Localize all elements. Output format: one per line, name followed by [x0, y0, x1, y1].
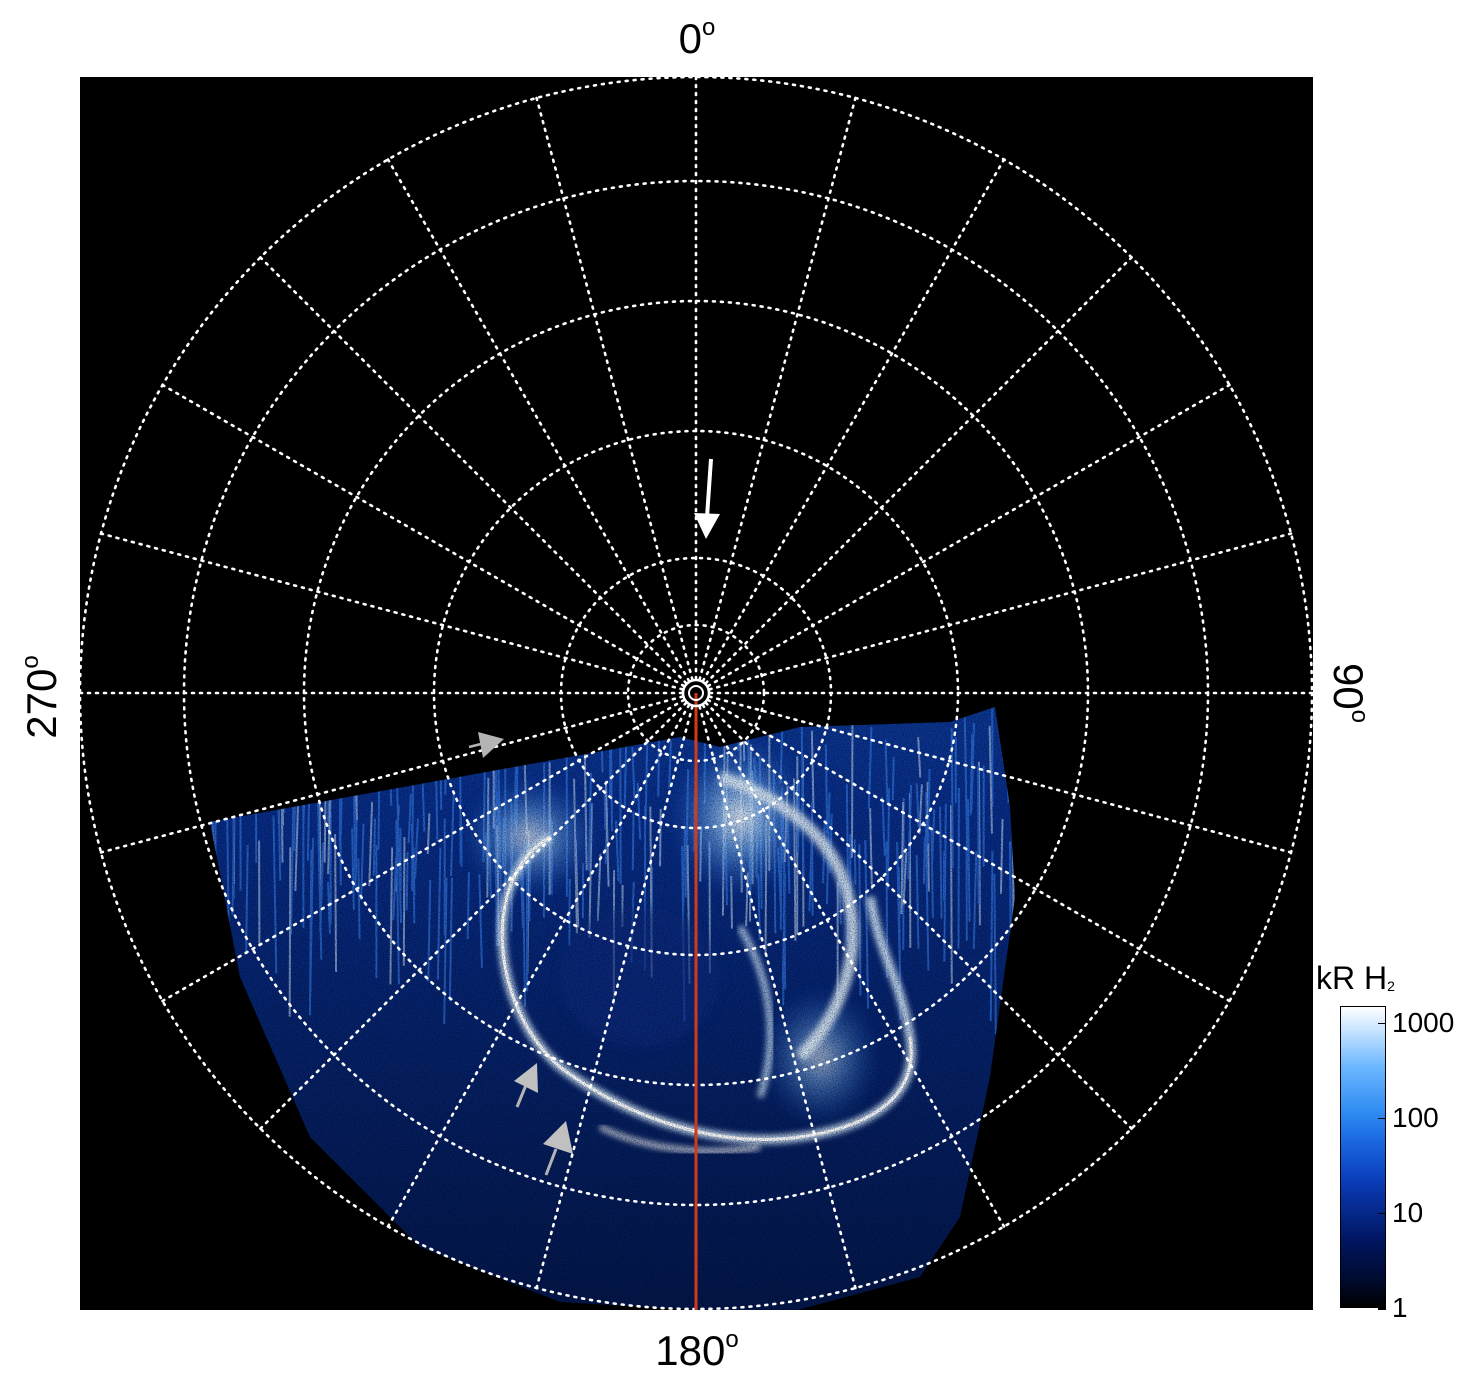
direction-label-right: 90o — [1325, 662, 1373, 724]
direction-label-left: 270o — [17, 655, 65, 739]
colorbar-tick-label: 100 — [1392, 1101, 1439, 1133]
colorbar-tick-mark — [1378, 1117, 1386, 1120]
white-arrow-marker — [694, 458, 720, 539]
pole-marker — [681, 678, 711, 708]
colorbar-tick-label: 1 — [1392, 1292, 1408, 1323]
polar-projection-image — [80, 77, 1313, 1310]
aurora-streak — [285, 731, 289, 773]
aurora-streak — [457, 718, 461, 768]
longitude-line — [535, 96, 694, 681]
aurora-streak — [1002, 707, 1005, 762]
aurora-streak — [274, 719, 279, 786]
polar-projection-svg — [80, 77, 1313, 1310]
longitude-line — [708, 532, 1293, 691]
colorbar-tick-label: 10 — [1392, 1196, 1424, 1228]
longitude-line — [698, 96, 857, 681]
gray-arrow-marker-lower-1 — [514, 1063, 538, 1108]
aurora-streak — [282, 715, 286, 814]
longitude-line — [704, 256, 1133, 685]
longitude-line — [99, 532, 684, 691]
colorbar-tick-mark — [1378, 1212, 1386, 1215]
gray-arrow-marker-upper — [468, 732, 504, 758]
direction-label-top: 0o — [678, 14, 716, 62]
colorbar-title: kR H2 — [1316, 960, 1395, 996]
colorbar — [1340, 1006, 1386, 1308]
colorbar-tick-label: 1000 — [1392, 1006, 1455, 1038]
longitude-line — [259, 256, 688, 685]
direction-label-bottom: 180o — [655, 1326, 739, 1374]
gray-arrow-marker-lower-2 — [543, 1121, 573, 1176]
aurora-streak — [1017, 710, 1019, 753]
aurora-streak — [293, 709, 298, 774]
colorbar-tick-mark — [1378, 1022, 1386, 1025]
colorbar-tick-mark — [1378, 1308, 1386, 1310]
